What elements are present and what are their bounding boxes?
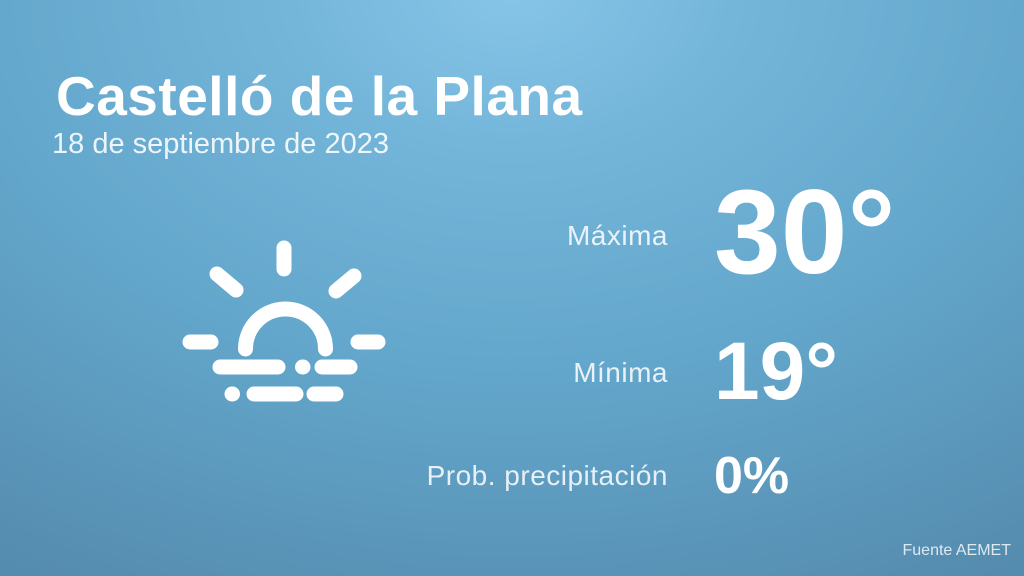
min-temp-label: Mínima	[573, 357, 668, 388]
max-temp-value: 30°	[714, 165, 896, 299]
precipitation-label: Prob. precipitación	[426, 460, 668, 491]
source-attribution: Fuente AEMET	[902, 542, 1012, 559]
min-temp-value: 19°	[714, 326, 839, 417]
max-temp-label: Máxima	[566, 220, 668, 251]
date-subtitle: 18 de septiembre de 2023	[52, 128, 389, 160]
precipitation-value: 0%	[714, 447, 790, 505]
page-title: Castelló de la Plana	[56, 65, 583, 127]
sun-fog-icon	[182, 240, 386, 402]
